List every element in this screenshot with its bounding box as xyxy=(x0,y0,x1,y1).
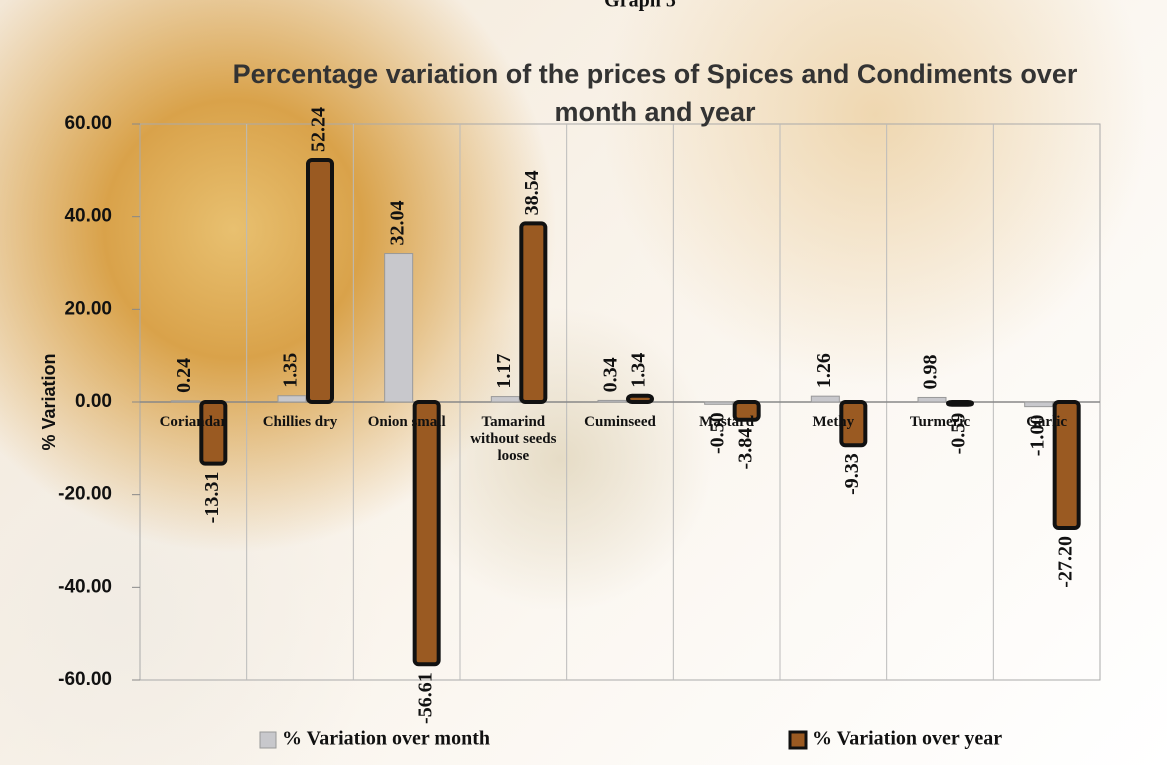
data-label: -56.61 xyxy=(414,672,436,724)
bar xyxy=(1052,400,1081,531)
y-tick-label: -20.00 xyxy=(58,484,112,505)
bar xyxy=(597,399,627,403)
bar xyxy=(412,400,441,667)
data-label: 0.98 xyxy=(920,354,942,389)
data-label: 32.04 xyxy=(386,201,408,246)
bar xyxy=(917,396,947,403)
chart-title: Percentage variation of the prices of Sp… xyxy=(232,59,1078,127)
x-tick-label: Onion small xyxy=(367,414,446,430)
bar xyxy=(199,400,228,466)
data-label: -27.20 xyxy=(1054,536,1076,588)
data-label: 52.24 xyxy=(308,107,330,152)
data-label: 1.26 xyxy=(813,353,835,388)
x-tick-label: Cuminseed xyxy=(584,414,656,430)
header: Graph 5 xyxy=(604,0,676,12)
bar xyxy=(306,157,334,404)
x-tick-label: Coriandar xyxy=(159,414,228,430)
y-tick-label: 20.00 xyxy=(64,298,112,319)
legend-label: % Variation over year xyxy=(812,728,1002,750)
x-tick-label: Methy xyxy=(812,414,855,430)
y-tick-label: -40.00 xyxy=(58,576,112,597)
x-tick-label: Mastard xyxy=(699,414,755,430)
data-label: 1.35 xyxy=(280,353,302,388)
data-label: -3.84 xyxy=(734,428,756,470)
bar xyxy=(732,400,761,422)
bar xyxy=(519,221,548,404)
y-tick-label: -60.00 xyxy=(58,669,112,690)
x-tick-label: Tamarind without seeds loose xyxy=(470,414,557,464)
x-tick-label: Chillies dry xyxy=(262,414,338,430)
data-label: 1.17 xyxy=(493,354,515,389)
bar xyxy=(170,400,200,403)
bar xyxy=(839,400,868,448)
bar xyxy=(490,396,520,403)
bar xyxy=(810,395,840,403)
data-label: 1.34 xyxy=(628,353,650,388)
y-tick-label: 60.00 xyxy=(64,113,112,134)
y-tick-label: 0.00 xyxy=(75,391,112,412)
data-label: 0.24 xyxy=(173,358,195,393)
data-label: -0.59 xyxy=(948,413,970,455)
bar xyxy=(626,393,654,404)
legend-swatch xyxy=(788,730,808,750)
data-label: -13.31 xyxy=(201,472,223,524)
bar xyxy=(1024,401,1054,408)
data-label: 0.34 xyxy=(600,357,622,392)
bar xyxy=(277,395,307,403)
y-axis-label: % Variation xyxy=(39,353,59,450)
data-label: 38.54 xyxy=(521,170,543,215)
bar xyxy=(384,253,414,403)
legend-label: % Variation over month xyxy=(282,728,490,750)
legend-swatch xyxy=(259,731,277,749)
x-tick-label: Garlic xyxy=(1026,414,1068,430)
bar xyxy=(946,400,974,407)
data-label: -9.33 xyxy=(841,453,863,495)
bar xyxy=(704,401,734,405)
data-label: -0.50 xyxy=(706,412,728,454)
x-tick-label: Turmeric xyxy=(909,414,971,430)
data-label: -1.00 xyxy=(1026,415,1048,457)
y-tick-label: 40.00 xyxy=(64,206,112,227)
